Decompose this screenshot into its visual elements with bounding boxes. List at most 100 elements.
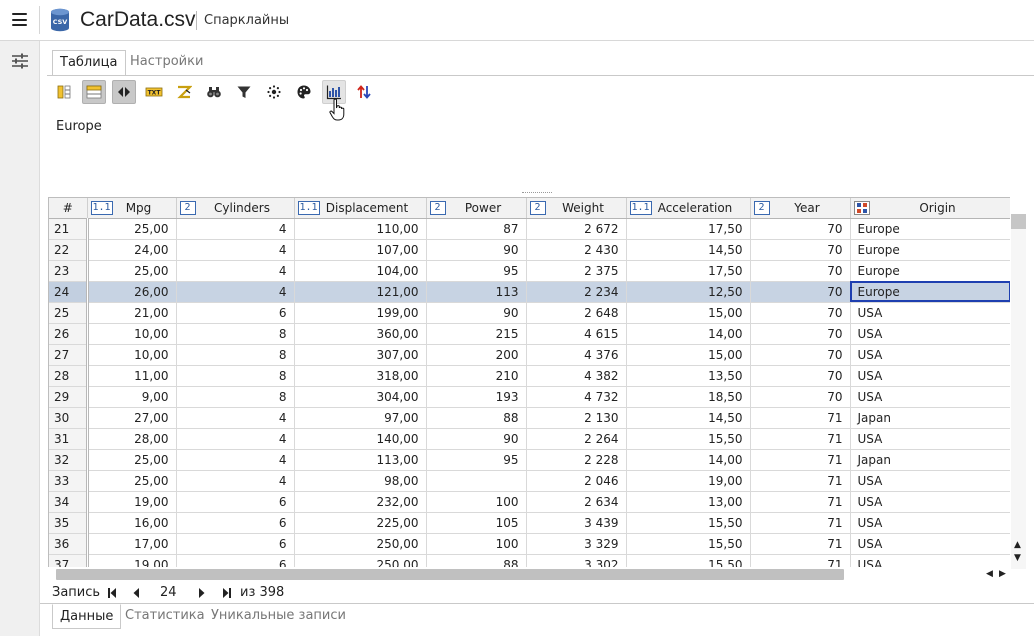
table-cell[interactable]: 14,00 — [626, 449, 751, 471]
table-cell[interactable]: 70 — [750, 365, 851, 387]
text-format-button[interactable]: TXT — [142, 80, 166, 104]
table-cell[interactable]: 19,00 — [87, 554, 177, 567]
table-cell[interactable]: 4 — [176, 218, 295, 240]
table-cell[interactable]: 210 — [426, 365, 527, 387]
table-cell[interactable]: 4 376 — [526, 344, 627, 366]
table-cell[interactable]: 9,00 — [87, 386, 177, 408]
table-cell[interactable]: 4 — [176, 407, 295, 429]
column-header-mpg[interactable]: 1.1 Mpg — [87, 198, 177, 219]
table-cell[interactable]: 6 — [176, 533, 295, 555]
table-cell[interactable]: 70 — [750, 386, 851, 408]
sort-button[interactable] — [352, 80, 376, 104]
tab-statistics[interactable]: Статистика — [125, 608, 205, 623]
last-record-icon[interactable] — [222, 587, 232, 599]
columns-button[interactable] — [52, 80, 76, 104]
table-cell[interactable]: 3 302 — [526, 554, 627, 567]
table-cell[interactable]: 71 — [750, 491, 851, 513]
table-cell[interactable]: 16,00 — [87, 512, 177, 534]
table-cell[interactable]: 2 046 — [526, 470, 627, 492]
table-cell-origin[interactable]: USA — [850, 512, 1010, 534]
filter-button[interactable] — [232, 80, 256, 104]
table-cell[interactable]: 4 — [176, 470, 295, 492]
table-cell[interactable]: 3 329 — [526, 533, 627, 555]
next-record-icon[interactable] — [198, 587, 206, 599]
table-cell[interactable]: 95 — [426, 260, 527, 282]
table-cell[interactable]: 88 — [426, 554, 527, 567]
table-cell[interactable]: 15,50 — [626, 554, 751, 567]
table-cell[interactable]: 71 — [750, 512, 851, 534]
table-cell[interactable]: 13,50 — [626, 365, 751, 387]
table-cell-origin[interactable]: Europe — [850, 218, 1010, 240]
table-cell-origin[interactable]: USA — [850, 428, 1010, 450]
table-cell[interactable]: 11,00 — [87, 365, 177, 387]
table-cell[interactable]: 4 — [176, 260, 295, 282]
table-cell[interactable]: 71 — [750, 407, 851, 429]
table-cell[interactable]: 4 — [176, 281, 295, 303]
table-cell-origin[interactable]: Europe — [850, 260, 1010, 282]
table-cell[interactable]: 4 — [176, 449, 295, 471]
table-cell[interactable]: 225,00 — [294, 512, 427, 534]
table-cell[interactable]: 71 — [750, 533, 851, 555]
table-cell-origin[interactable]: USA — [850, 533, 1010, 555]
scroll-left-icon[interactable]: ◀ — [986, 569, 993, 579]
table-cell[interactable]: 2 430 — [526, 239, 627, 261]
vertical-scroll-thumb[interactable] — [1011, 214, 1026, 229]
first-record-icon[interactable] — [107, 587, 117, 599]
table-cell[interactable]: 113,00 — [294, 449, 427, 471]
table-cell[interactable]: 2 130 — [526, 407, 627, 429]
table-cell[interactable]: 4 382 — [526, 365, 627, 387]
vertical-scrollbar[interactable] — [1011, 214, 1026, 569]
table-cell-origin[interactable]: USA — [850, 386, 1010, 408]
table-cell[interactable]: 15,00 — [626, 302, 751, 324]
table-cell[interactable]: 21,00 — [87, 302, 177, 324]
table-cell[interactable]: 17,50 — [626, 218, 751, 240]
table-cell[interactable]: 70 — [750, 260, 851, 282]
table-cell[interactable]: 4 615 — [526, 323, 627, 345]
table-cell[interactable]: 15,00 — [626, 344, 751, 366]
table-cell-origin[interactable]: USA — [850, 491, 1010, 513]
table-row[interactable]: 35 16,00 6 225,00 105 3 439 15,50 71 USA — [49, 512, 1010, 534]
column-header-displacement[interactable]: 1.1 Displacement — [294, 198, 427, 219]
table-cell[interactable]: 110,00 — [294, 218, 427, 240]
table-cell[interactable]: 70 — [750, 344, 851, 366]
table-cell[interactable]: 215 — [426, 323, 527, 345]
table-row[interactable]: 28 11,00 8 318,00 210 4 382 13,50 70 USA — [49, 365, 1010, 387]
table-cell-origin[interactable]: Japan — [850, 449, 1010, 471]
table-cell[interactable]: 97,00 — [294, 407, 427, 429]
table-cell[interactable]: 113 — [426, 281, 527, 303]
table-cell[interactable]: 13,00 — [626, 491, 751, 513]
table-cell[interactable]: 8 — [176, 323, 295, 345]
table-row[interactable]: 24 26,00 4 121,00 113 2 234 12,50 70 Europe — [49, 281, 1010, 303]
table-cell[interactable]: 6 — [176, 302, 295, 324]
table-cell[interactable]: 19,00 — [87, 491, 177, 513]
table-row[interactable]: 31 28,00 4 140,00 90 2 264 15,50 71 USA — [49, 428, 1010, 450]
table-cell[interactable]: 2 634 — [526, 491, 627, 513]
table-cell[interactable]: 88 — [426, 407, 527, 429]
tab-settings[interactable]: Настройки — [130, 54, 204, 69]
table-cell[interactable]: 17,00 — [87, 533, 177, 555]
palette-button[interactable] — [292, 80, 316, 104]
table-row[interactable]: 27 10,00 8 307,00 200 4 376 15,00 70 USA — [49, 344, 1010, 366]
table-cell[interactable]: 15,50 — [626, 512, 751, 534]
table-cell-origin[interactable]: USA — [850, 554, 1010, 567]
table-cell[interactable]: 100 — [426, 533, 527, 555]
table-cell[interactable]: 8 — [176, 344, 295, 366]
table-cell[interactable]: 107,00 — [294, 239, 427, 261]
table-cell[interactable]: 200 — [426, 344, 527, 366]
table-cell[interactable]: 2 234 — [526, 281, 627, 303]
table-row[interactable]: 22 24,00 4 107,00 90 2 430 14,50 70 Europe — [49, 239, 1010, 261]
table-row[interactable]: 34 19,00 6 232,00 100 2 634 13,00 71 USA — [49, 491, 1010, 513]
table-cell[interactable]: 70 — [750, 281, 851, 303]
table-cell[interactable]: 6 — [176, 491, 295, 513]
prev-record-icon[interactable] — [132, 587, 140, 599]
table-row[interactable]: 36 17,00 6 250,00 100 3 329 15,50 71 USA — [49, 533, 1010, 555]
table-cell-origin[interactable]: Europe — [850, 239, 1010, 261]
column-header-power[interactable]: 2 Power — [426, 198, 527, 219]
table-cell-origin[interactable]: USA — [850, 344, 1010, 366]
table-cell[interactable]: 24,00 — [87, 239, 177, 261]
table-row[interactable]: 32 25,00 4 113,00 95 2 228 14,00 71 Japan — [49, 449, 1010, 471]
scroll-right-icon[interactable]: ▶ — [999, 569, 1006, 579]
table-cell[interactable]: 232,00 — [294, 491, 427, 513]
sliders-icon[interactable] — [11, 53, 29, 69]
table-cell[interactable]: 25,00 — [87, 218, 177, 240]
